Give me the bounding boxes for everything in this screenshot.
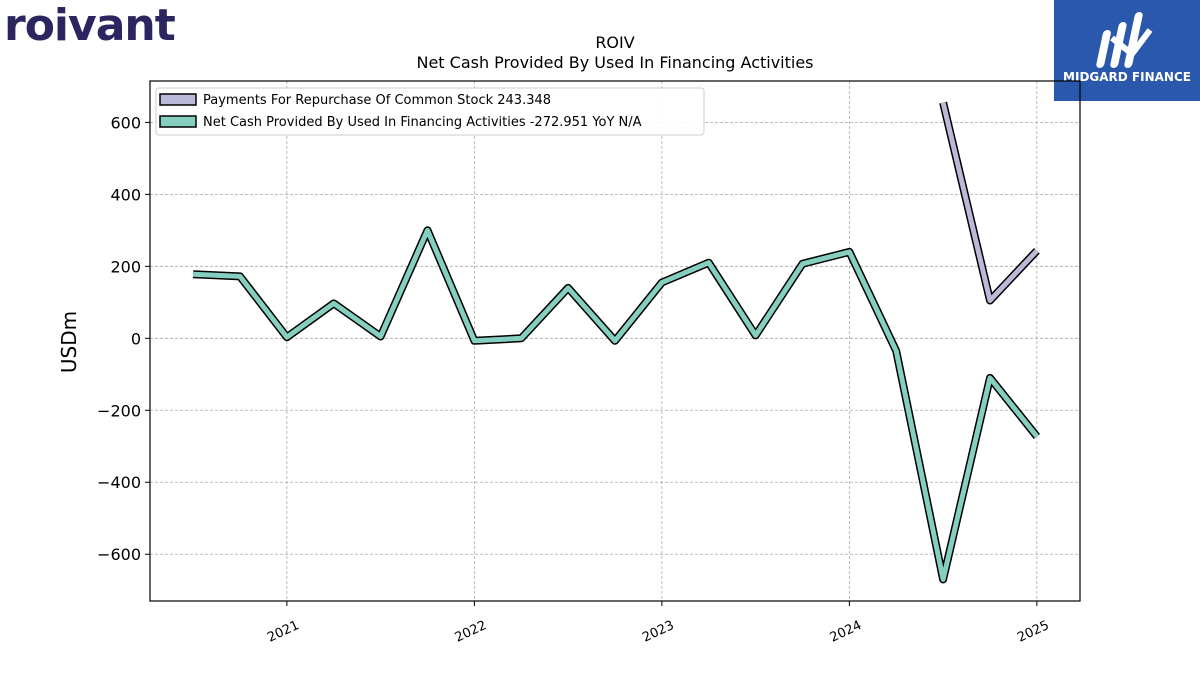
- series-outline-financing: [192, 226, 1041, 584]
- series-outline-repurchase: [939, 101, 1040, 305]
- data-point-financing: [427, 229, 428, 231]
- x-tick-label: 2023: [640, 618, 676, 646]
- legend-swatch-repurchase: [159, 93, 197, 106]
- legend-swatch-financing: [159, 115, 197, 128]
- data-point-repurchase: [942, 102, 944, 104]
- data-point-financing: [1036, 436, 1038, 437]
- legend-box: [155, 87, 705, 136]
- data-point-financing: [333, 302, 335, 304]
- data-point-financing: [380, 336, 382, 337]
- data-point-financing: [989, 377, 991, 379]
- x-tick-label: 2021: [265, 618, 301, 646]
- x-tick-label: 2025: [1015, 618, 1051, 646]
- y-tick-label: 400: [110, 185, 141, 204]
- y-tick-label: −400: [97, 473, 141, 492]
- data-point-financing: [192, 273, 194, 275]
- data-point-financing: [755, 334, 757, 336]
- data-point-financing: [661, 282, 663, 283]
- chart-title: ROIV: [595, 33, 634, 52]
- legend-label-financing: Net Cash Provided By Used In Financing A…: [203, 115, 642, 130]
- y-tick-label: 200: [110, 257, 141, 276]
- data-point-repurchase: [1036, 250, 1038, 252]
- data-point-financing: [286, 336, 288, 338]
- midgard-brand-text: MIDGARD FINANCE: [1063, 70, 1191, 84]
- series-group: [192, 101, 1041, 584]
- x-axis: 2021 2022 2023 2024 2025: [265, 601, 1052, 646]
- x-tick-label: 2022: [453, 618, 489, 646]
- data-point-financing: [567, 287, 569, 289]
- y-axis-label: USDm: [57, 311, 81, 373]
- data-point-financing: [614, 340, 616, 342]
- y-tick-label: −600: [97, 545, 141, 564]
- data-point-financing: [895, 350, 897, 352]
- data-point-financing: [708, 262, 710, 264]
- y-axis: −600 −400 −200 0 200 400 600: [97, 113, 150, 564]
- data-point-financing: [942, 578, 944, 580]
- chart-subtitle: Net Cash Provided By Used In Financing A…: [416, 53, 813, 72]
- midgard-m-icon: [1096, 12, 1153, 68]
- data-point-financing: [473, 340, 475, 342]
- y-tick-label: 600: [110, 113, 141, 132]
- data-point-financing: [239, 275, 241, 277]
- x-tick-label: 2024: [828, 618, 864, 646]
- y-tick-label: 0: [131, 329, 141, 348]
- plot-frame: [149, 80, 1081, 602]
- data-point-financing: [802, 263, 803, 265]
- midgard-finance-logo: MIDGARD FINANCE: [1054, 0, 1200, 101]
- legend: Payments For Repurchase Of Common Stock …: [155, 87, 705, 136]
- legend-label-repurchase: Payments For Repurchase Of Common Stock …: [203, 93, 551, 108]
- y-tick-label: −200: [97, 401, 141, 420]
- data-point-repurchase: [989, 300, 991, 301]
- data-point-financing: [520, 337, 522, 339]
- roivant-logo: roivant: [4, 0, 176, 51]
- data-point-financing: [848, 251, 850, 253]
